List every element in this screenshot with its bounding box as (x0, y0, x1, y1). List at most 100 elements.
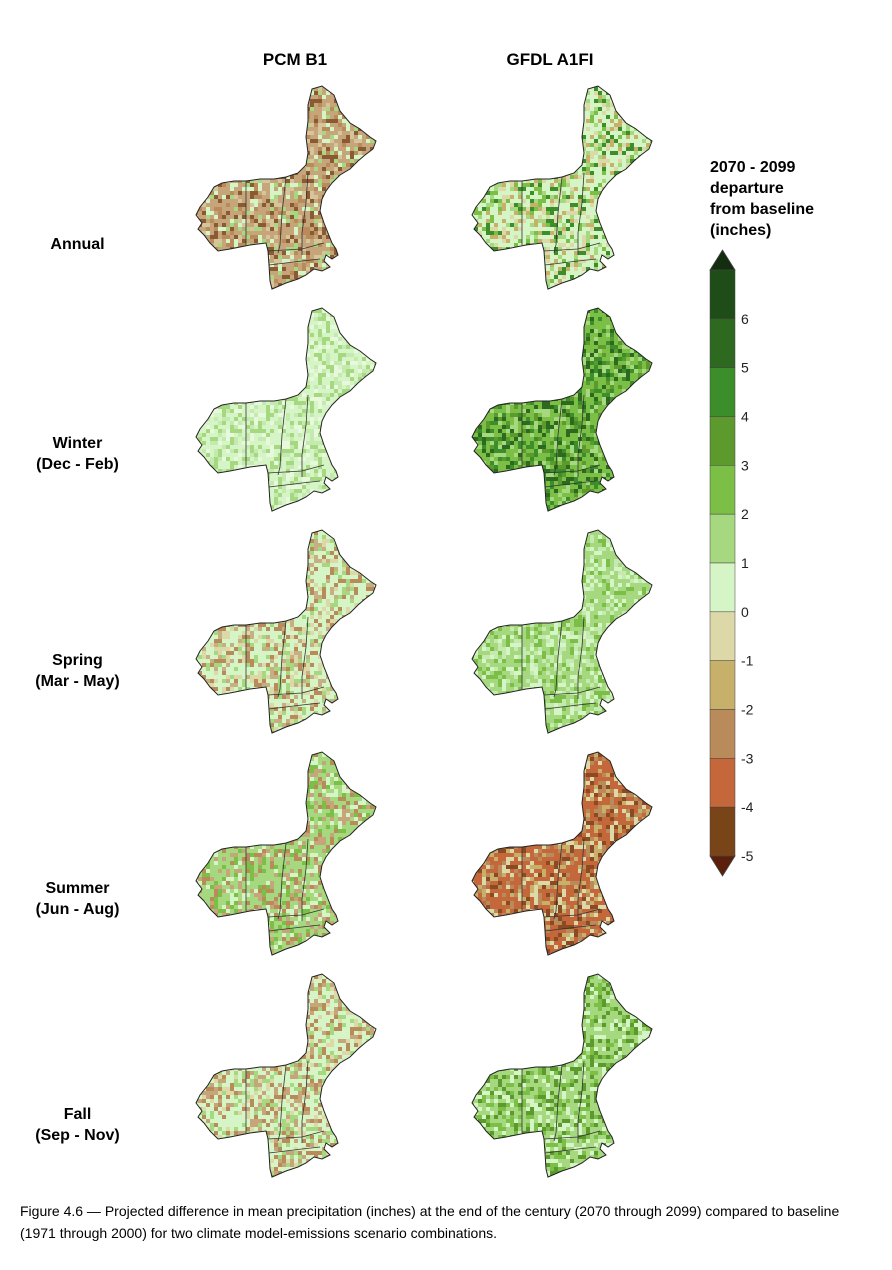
region-outline (195, 529, 377, 734)
color-scale-legend: 6 5 4 3 2 1 0 -1 -2 -3 -4 -5 (709, 249, 754, 877)
precipitation-grid (196, 86, 376, 289)
precipitation-grid (472, 308, 652, 511)
state-boundary (577, 172, 585, 255)
legend-swatch (709, 660, 736, 710)
map-summer-pcm-b1 (190, 749, 390, 964)
legend-tick-label: -5 (741, 848, 754, 864)
state-boundary (277, 620, 287, 698)
row-label-winter: Winter (Dec - Feb) (0, 433, 155, 475)
row-label-title: Annual (50, 236, 105, 253)
legend-title: 2070 - 2099 departure from baseline (inc… (710, 157, 860, 241)
precipitation-grid (472, 86, 652, 289)
state-boundary (543, 1130, 601, 1140)
state-boundary (544, 924, 597, 932)
legend-arrow-bottom (709, 855, 736, 877)
region-outline (471, 85, 653, 290)
state-boundary (577, 394, 585, 477)
legend-swatch (709, 465, 736, 515)
legend-tick-label: 5 (741, 360, 749, 376)
region-outline (471, 751, 653, 956)
state-boundary (553, 176, 563, 254)
region-map (195, 307, 377, 512)
legend-swatch (709, 367, 736, 417)
column-header-pcm-b1: PCM B1 (262, 50, 328, 69)
legend-swatch (709, 806, 736, 857)
row-label-months: (Sep - Nov) (35, 1127, 120, 1144)
precipitation-grid (196, 974, 376, 1177)
legend-tick-label: 2 (741, 506, 749, 522)
region-outline (471, 307, 653, 512)
state-boundary (544, 1146, 597, 1154)
precipitation-grid (472, 530, 652, 733)
legend-title-line: 2070 - 2099 (710, 159, 796, 176)
map-annual-pcm-b1 (190, 83, 390, 298)
state-boundary (577, 616, 585, 699)
row-label-months: (Dec - Feb) (36, 456, 119, 473)
legend-tick-label: 0 (741, 604, 749, 620)
legend-swatch (709, 416, 736, 466)
state-boundary (544, 702, 597, 710)
state-boundary (543, 686, 601, 696)
state-boundary (268, 258, 321, 266)
legend-swatch (709, 611, 736, 661)
region-outline (195, 85, 377, 290)
region-map (195, 751, 377, 956)
region-outline (195, 307, 377, 512)
region-map (195, 973, 377, 1178)
precipitation-grid (472, 974, 652, 1177)
region-map (195, 85, 377, 290)
column-header-gfdl-a1fi: GFDL A1FI (506, 50, 594, 69)
state-boundary (267, 1130, 325, 1140)
row-label-annual: Annual (0, 234, 155, 255)
state-boundary (553, 398, 563, 476)
row-label-title: Winter (52, 435, 103, 452)
region-outline (471, 529, 653, 734)
map-summer-gfdl-a1fi (466, 749, 666, 964)
region-map (471, 85, 653, 290)
legend-tick-label: 1 (741, 555, 749, 571)
legend-tick-label: -4 (741, 799, 754, 815)
state-boundary (268, 1146, 321, 1154)
map-fall-pcm-b1 (190, 971, 390, 1186)
state-boundary (268, 480, 321, 488)
legend-tick-label: 3 (741, 457, 749, 473)
state-boundary (268, 702, 321, 710)
row-label-title: Fall (63, 1106, 92, 1123)
state-boundary (277, 176, 287, 254)
region-map (471, 307, 653, 512)
row-label-fall: Fall (Sep - Nov) (0, 1104, 155, 1146)
region-map (471, 529, 653, 734)
legend-swatch (709, 318, 736, 368)
state-boundary (543, 464, 601, 474)
legend-swatch (709, 562, 736, 613)
legend-title-line: (inches) (710, 222, 772, 239)
state-boundary (267, 242, 325, 252)
region-outline (195, 751, 377, 956)
legend-swatch (709, 269, 736, 320)
state-boundary (543, 908, 601, 918)
legend-arrow-top (709, 249, 736, 271)
state-boundary (301, 616, 309, 699)
map-fall-gfdl-a1fi (466, 971, 666, 1186)
region-map (471, 751, 653, 956)
legend-tick-label: 6 (741, 311, 749, 327)
state-boundary (267, 686, 325, 696)
precipitation-grid (196, 752, 376, 955)
map-spring-gfdl-a1fi (466, 527, 666, 742)
state-boundary (277, 1064, 287, 1142)
legend-title-line: from baseline (710, 201, 815, 218)
precipitation-grid (196, 308, 376, 511)
precipitation-grid (196, 530, 376, 733)
row-label-spring: Spring (Mar - May) (0, 650, 155, 692)
legend-tick-label: -1 (741, 653, 754, 669)
legend-tick-label: -2 (741, 702, 754, 718)
map-winter-pcm-b1 (190, 305, 390, 520)
map-winter-gfdl-a1fi (466, 305, 666, 520)
state-boundary (267, 908, 325, 918)
state-boundary (544, 258, 597, 266)
map-annual-gfdl-a1fi (466, 83, 666, 298)
state-boundary (553, 620, 563, 698)
row-label-title: Spring (52, 652, 103, 669)
row-label-title: Summer (45, 880, 110, 897)
legend-swatch (709, 513, 736, 564)
